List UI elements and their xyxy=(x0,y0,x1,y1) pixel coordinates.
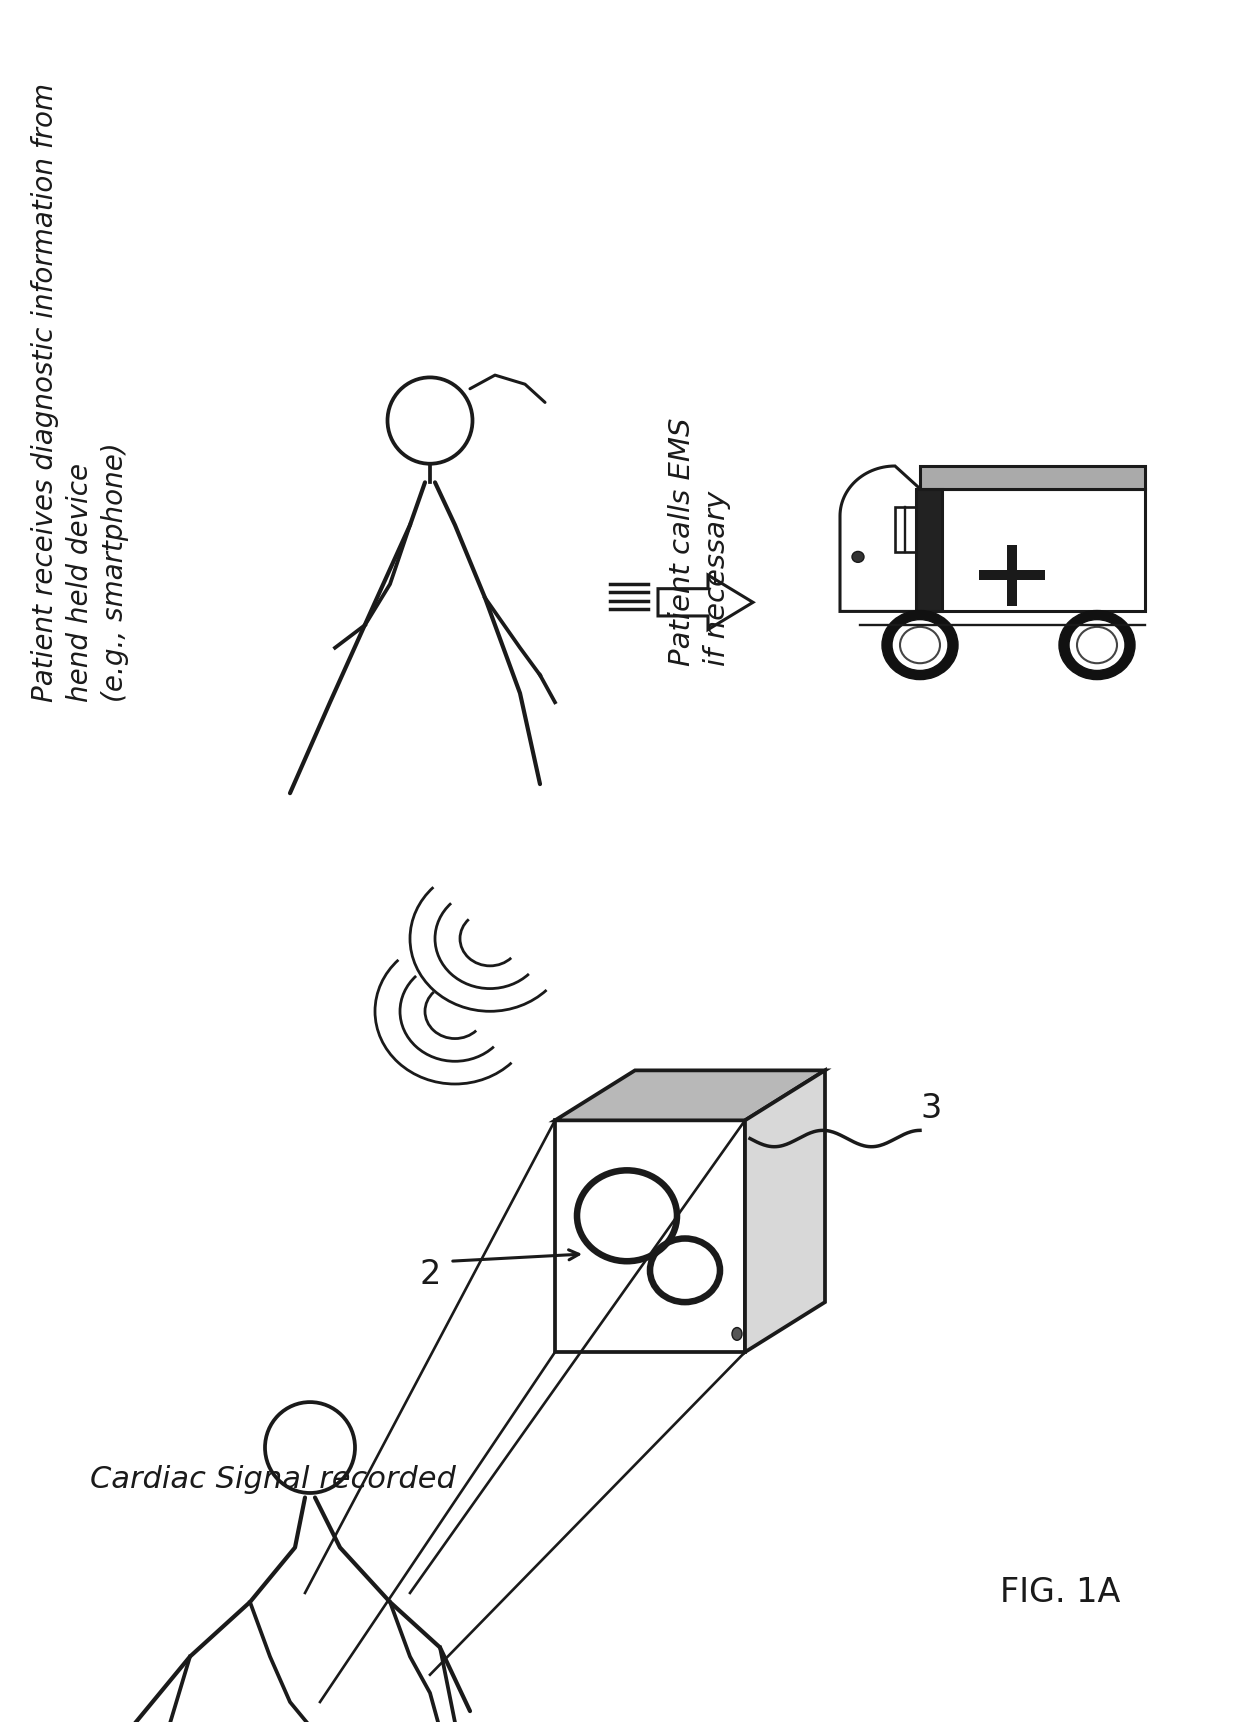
Polygon shape xyxy=(895,506,920,553)
Ellipse shape xyxy=(852,551,864,563)
Text: Patient calls EMS: Patient calls EMS xyxy=(668,417,696,666)
Ellipse shape xyxy=(1078,627,1117,663)
Polygon shape xyxy=(920,489,1145,611)
Ellipse shape xyxy=(900,627,940,663)
Text: Patient receives diagnostic information from: Patient receives diagnostic information … xyxy=(31,83,60,703)
Polygon shape xyxy=(839,467,920,611)
Polygon shape xyxy=(916,489,942,611)
Polygon shape xyxy=(556,1071,825,1121)
Polygon shape xyxy=(920,467,1145,489)
Polygon shape xyxy=(556,1121,745,1352)
Text: FIG. 1A: FIG. 1A xyxy=(999,1576,1120,1610)
Text: 3: 3 xyxy=(920,1092,941,1124)
Polygon shape xyxy=(658,575,753,630)
Text: Cardiac Signal recorded: Cardiac Signal recorded xyxy=(91,1465,456,1495)
Text: hend held device: hend held device xyxy=(66,463,94,703)
Text: (e.g., smartphone): (e.g., smartphone) xyxy=(100,443,129,703)
Text: 2: 2 xyxy=(419,1259,440,1292)
Text: if necessary: if necessary xyxy=(703,491,732,666)
Polygon shape xyxy=(745,1071,825,1352)
Ellipse shape xyxy=(732,1328,742,1340)
